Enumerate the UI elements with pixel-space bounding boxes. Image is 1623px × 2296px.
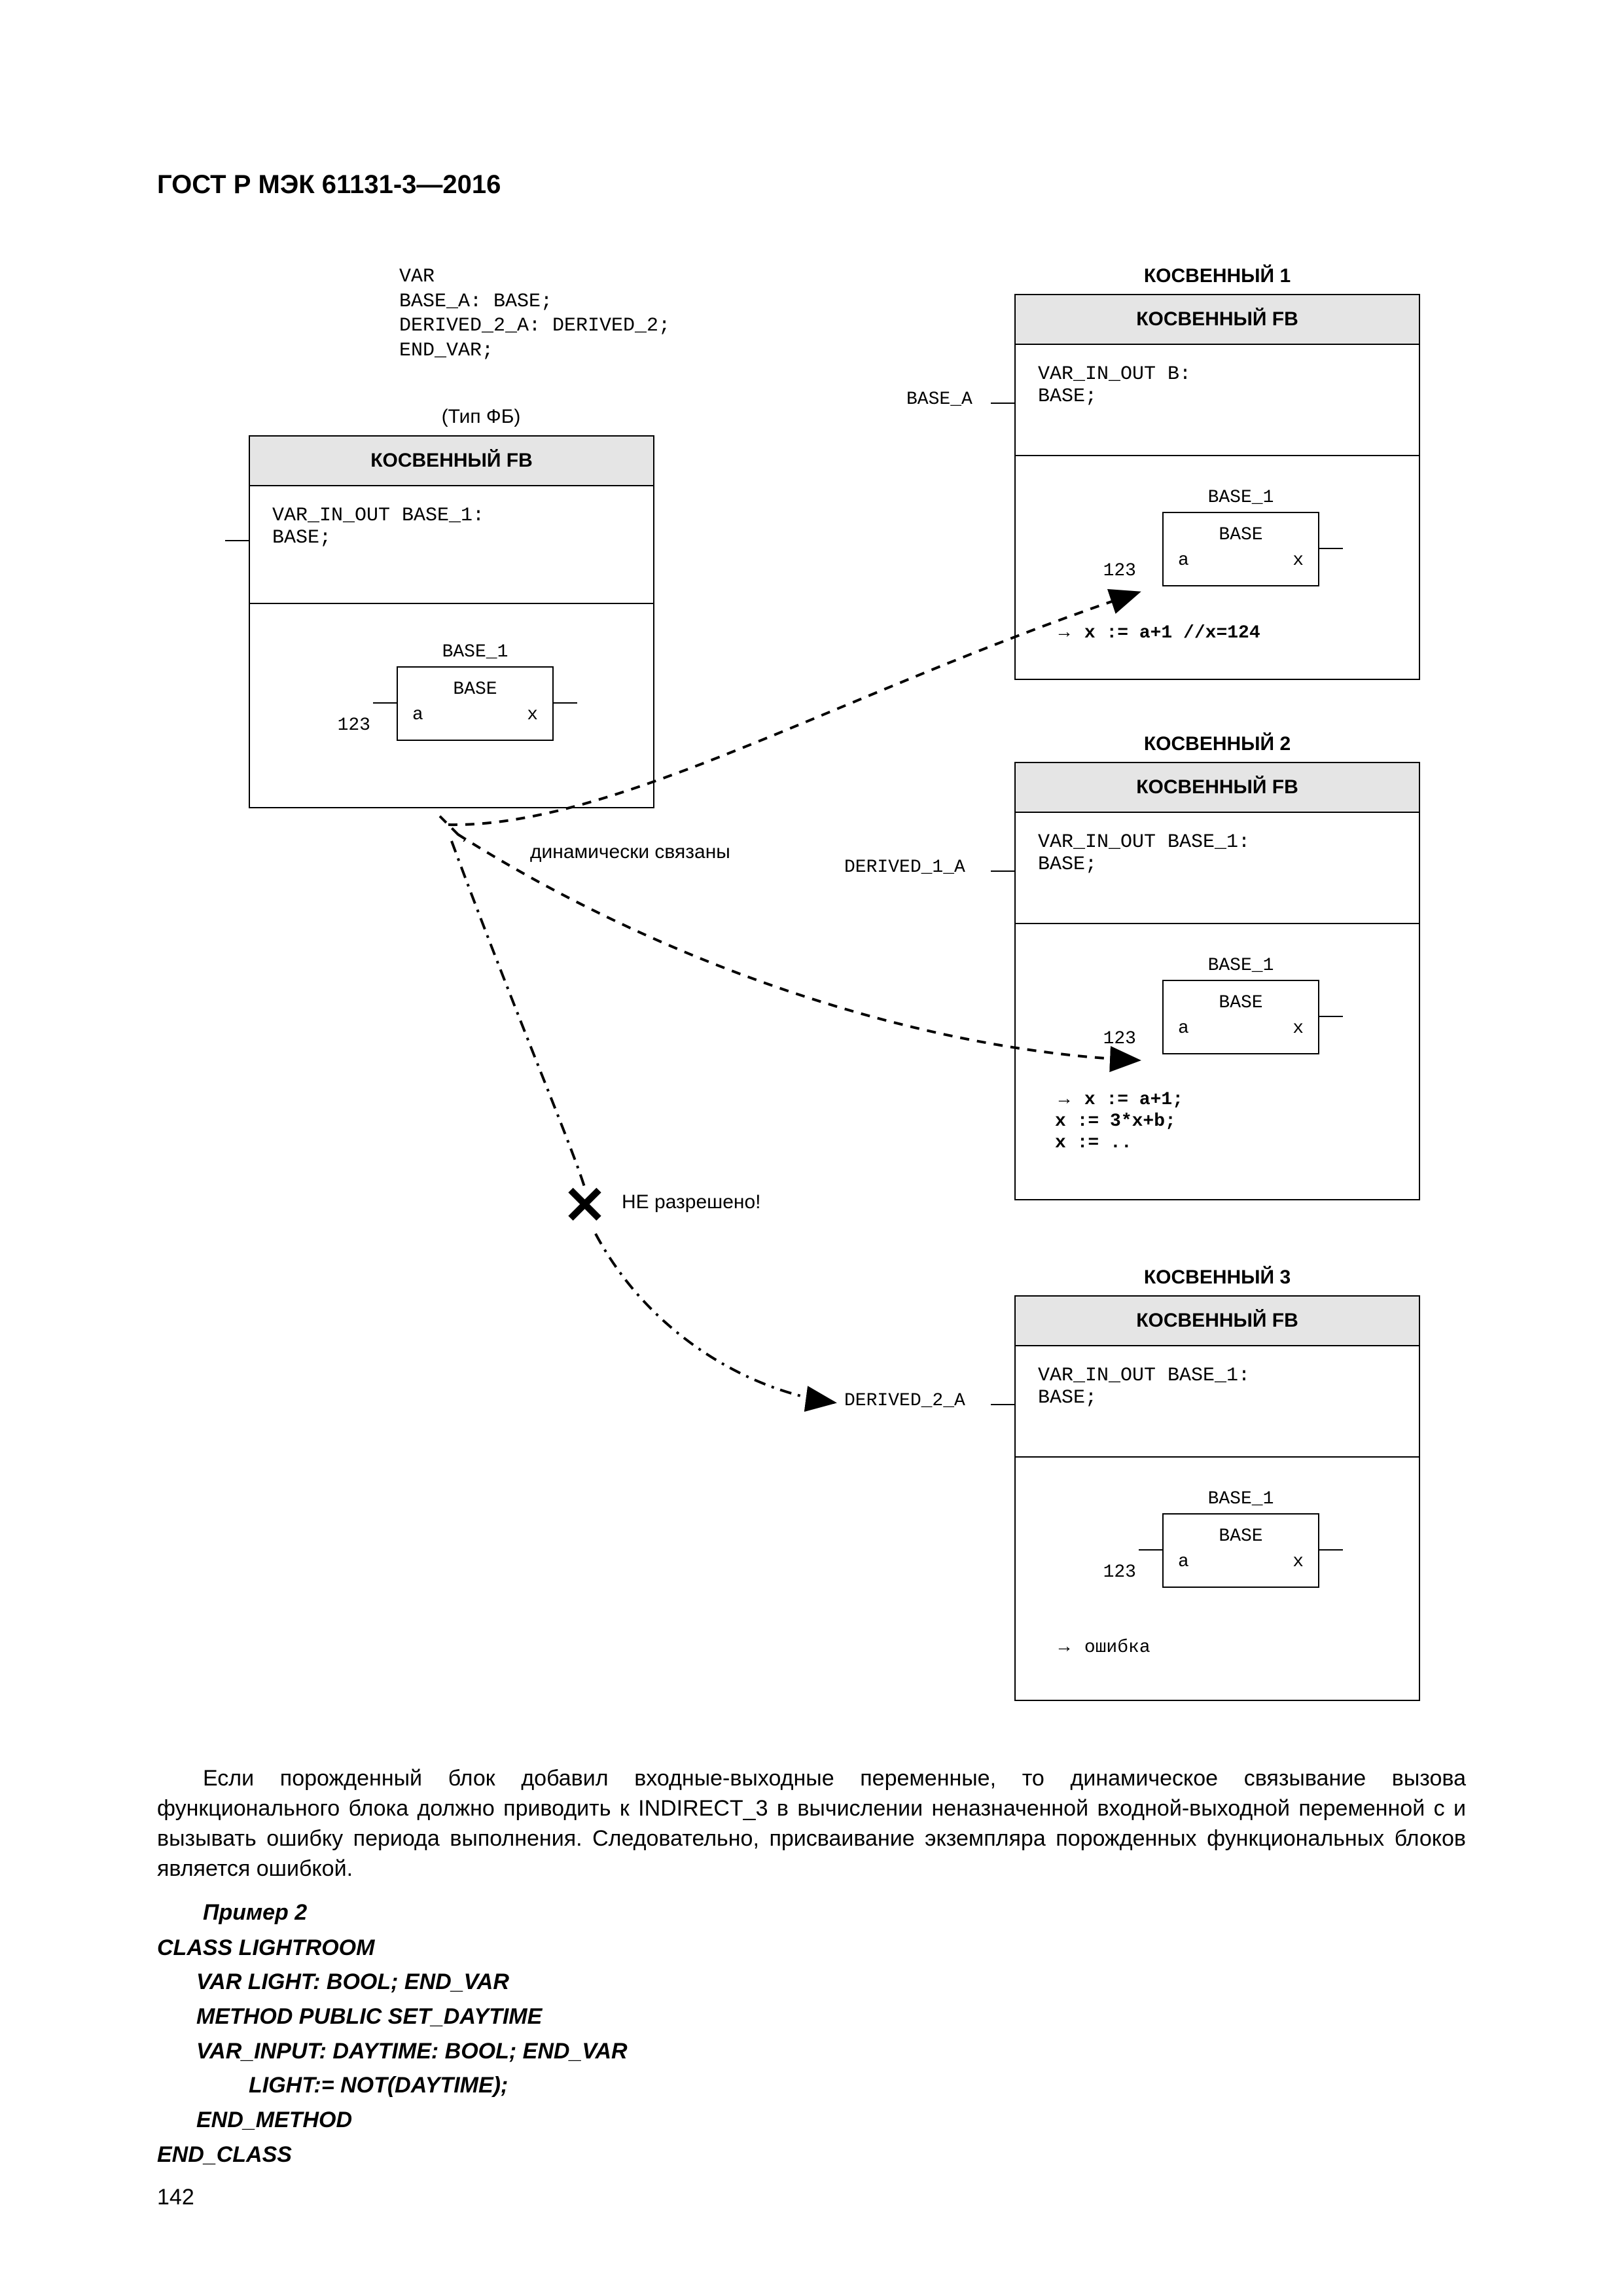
dashdot-seg2 bbox=[596, 1234, 834, 1403]
dashdot-seg1 bbox=[452, 841, 586, 1191]
connectors-svg bbox=[157, 265, 1459, 1744]
code-l7: END_CLASS bbox=[157, 2138, 1466, 2172]
dash-curve-2 bbox=[458, 834, 1139, 1060]
code-l2: VAR LIGHT: BOOL; END_VAR bbox=[157, 1965, 1466, 2000]
body-paragraph: Если порожденный блок добавил входные-вы… bbox=[157, 1764, 1466, 1884]
diagram: VAR BASE_A: BASE; DERIVED_2_A: DERIVED_2… bbox=[157, 265, 1466, 1744]
code-l4: VAR_INPUT: DAYTIME: BOOL; END_VAR bbox=[157, 2034, 1466, 2069]
page-number: 142 bbox=[157, 2185, 1466, 2210]
code-l1: CLASS LIGHTROOM bbox=[157, 1931, 1466, 1965]
code-l3: METHOD PUBLIC SET_DAYTIME bbox=[157, 2000, 1466, 2034]
dash-curve-1 bbox=[448, 592, 1139, 825]
page: ГОСТ Р МЭК 61131-3—2016 VAR BASE_A: BASE… bbox=[0, 0, 1623, 2296]
code-listing: CLASS LIGHTROOM VAR LIGHT: BOOL; END_VAR… bbox=[157, 1931, 1466, 2172]
example-label: Пример 2 bbox=[157, 1900, 1466, 1926]
code-l5: LIGHT:= NOT(DAYTIME); bbox=[157, 2068, 1466, 2103]
doc-header: ГОСТ Р МЭК 61131-3—2016 bbox=[157, 170, 1466, 200]
code-l6: END_METHOD bbox=[157, 2103, 1466, 2138]
